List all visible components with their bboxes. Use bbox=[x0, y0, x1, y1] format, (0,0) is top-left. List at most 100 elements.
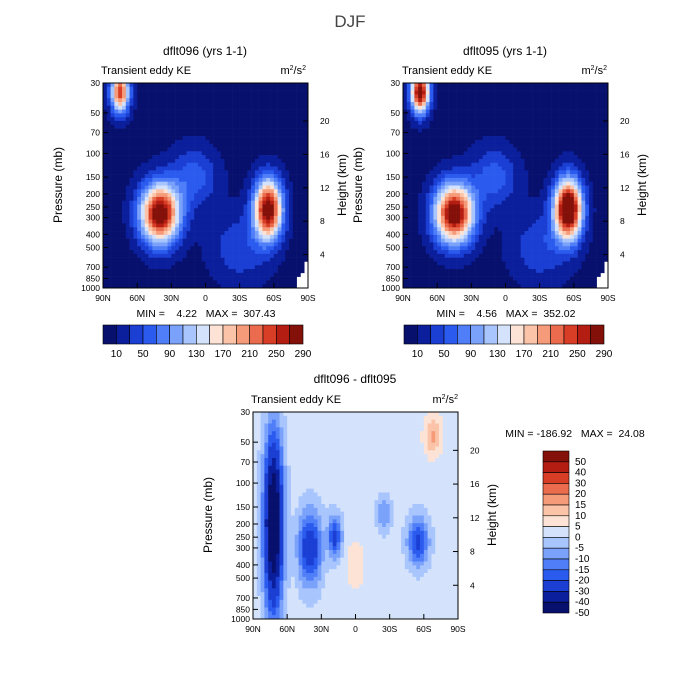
heatmap-cell bbox=[463, 181, 468, 186]
heatmap-cell bbox=[592, 208, 597, 213]
heatmap-cell bbox=[589, 212, 594, 217]
heatmap-cell bbox=[490, 212, 495, 217]
heatmap-cell bbox=[433, 196, 438, 201]
heatmap-cell bbox=[232, 147, 237, 152]
heatmap-cell bbox=[209, 120, 214, 126]
heatmap-cell bbox=[239, 272, 244, 277]
heatmap-cell bbox=[440, 94, 446, 99]
heatmap-cell bbox=[270, 269, 275, 274]
heatmap-cell bbox=[251, 105, 256, 110]
heatmap-cell bbox=[175, 170, 180, 175]
heatmap-cell bbox=[410, 170, 415, 175]
heatmap-cell bbox=[118, 166, 123, 171]
heatmap-cell bbox=[524, 101, 529, 107]
heatmap-cell bbox=[509, 219, 514, 224]
heatmap-cell bbox=[562, 98, 567, 103]
heatmap-cell bbox=[224, 276, 229, 281]
heatmap-cell bbox=[140, 174, 146, 179]
heatmap-cell bbox=[406, 124, 411, 129]
heatmap-cell bbox=[220, 162, 225, 167]
heatmap-cell bbox=[178, 86, 184, 91]
heatmap-cell bbox=[110, 86, 115, 91]
heatmap-cell bbox=[589, 98, 594, 103]
heatmap-cell bbox=[194, 185, 199, 190]
heatmap-cell bbox=[251, 261, 256, 266]
heatmap-cell bbox=[300, 257, 305, 262]
heatmap-cell bbox=[163, 162, 168, 167]
heatmap-cell bbox=[414, 136, 419, 141]
heatmap-cell bbox=[425, 193, 430, 198]
heatmap-cell bbox=[285, 242, 290, 247]
heatmap-cell bbox=[258, 204, 263, 209]
heatmap-cell bbox=[535, 83, 540, 88]
heatmap-cell bbox=[497, 219, 503, 224]
heatmap-cell bbox=[258, 227, 263, 232]
heatmap-cell bbox=[224, 265, 229, 270]
heatmap-cell bbox=[243, 120, 248, 126]
heatmap-cell bbox=[604, 124, 608, 129]
heatmap-cell bbox=[152, 246, 157, 251]
heatmap-cell bbox=[235, 174, 240, 179]
heatmap-cell bbox=[410, 177, 415, 183]
heatmap-cell bbox=[528, 193, 533, 198]
heatmap-cell bbox=[516, 139, 521, 145]
heatmap-cell bbox=[281, 139, 286, 145]
heatmap-cell bbox=[562, 204, 567, 209]
heatmap-cell bbox=[513, 158, 518, 164]
heatmap-cell bbox=[277, 265, 282, 270]
heatmap-cell bbox=[429, 101, 434, 107]
heatmap-cell bbox=[414, 174, 419, 179]
heatmap-cell bbox=[406, 120, 411, 126]
heatmap-cell bbox=[232, 212, 237, 217]
heatmap-cell bbox=[277, 120, 282, 126]
heatmap-cell bbox=[490, 139, 495, 145]
heatmap-cell bbox=[243, 113, 248, 118]
y-tick-label: 250 bbox=[86, 202, 100, 212]
heatmap-cell bbox=[220, 212, 225, 217]
heatmap-cell bbox=[175, 151, 180, 156]
heatmap-cell bbox=[114, 124, 119, 129]
heatmap-cell bbox=[118, 132, 123, 137]
heatmap-cell bbox=[516, 189, 521, 194]
heatmap-cell bbox=[144, 227, 149, 232]
heatmap-cell bbox=[205, 155, 210, 160]
heatmap-cell bbox=[281, 242, 286, 247]
heatmap-cell bbox=[581, 101, 586, 107]
heatmap-cell bbox=[421, 193, 427, 198]
heatmap-cell bbox=[433, 200, 438, 205]
heatmap-cell bbox=[490, 86, 495, 91]
heatmap-cell bbox=[178, 139, 184, 145]
heatmap-cell bbox=[509, 158, 514, 164]
heatmap-cell bbox=[148, 276, 153, 281]
heatmap-cell bbox=[285, 170, 290, 175]
heatmap-cell bbox=[186, 90, 191, 95]
heatmap-cell bbox=[118, 117, 123, 122]
heatmap-cell bbox=[543, 128, 548, 133]
heatmap-cell bbox=[254, 181, 259, 186]
heatmap-cell bbox=[197, 162, 203, 167]
heatmap-cell bbox=[220, 155, 225, 160]
heatmap-cell bbox=[232, 177, 237, 183]
heatmap-cell bbox=[437, 105, 442, 110]
heatmap-cell bbox=[201, 231, 206, 236]
heatmap-cell bbox=[228, 181, 233, 186]
heatmap-cell bbox=[433, 109, 438, 114]
heatmap-cell bbox=[152, 105, 157, 110]
heatmap-cell bbox=[213, 86, 218, 91]
heatmap-cell bbox=[118, 143, 123, 148]
heatmap-cell bbox=[513, 124, 518, 129]
heatmap-cell bbox=[285, 94, 290, 99]
heatmap-cell bbox=[118, 101, 123, 107]
heatmap-cell bbox=[197, 280, 203, 285]
heatmap-cell bbox=[547, 98, 552, 103]
heatmap-cell bbox=[558, 193, 563, 198]
heatmap-cell bbox=[125, 227, 130, 232]
heatmap-cell bbox=[421, 113, 427, 118]
heatmap-cell bbox=[129, 257, 134, 262]
heatmap-cell bbox=[296, 212, 301, 217]
y-tick-label: 400 bbox=[86, 229, 100, 239]
heatmap-cell bbox=[304, 158, 308, 164]
heatmap-cell bbox=[156, 151, 161, 156]
heatmap-cell bbox=[247, 132, 252, 137]
heatmap-cell bbox=[201, 242, 206, 247]
